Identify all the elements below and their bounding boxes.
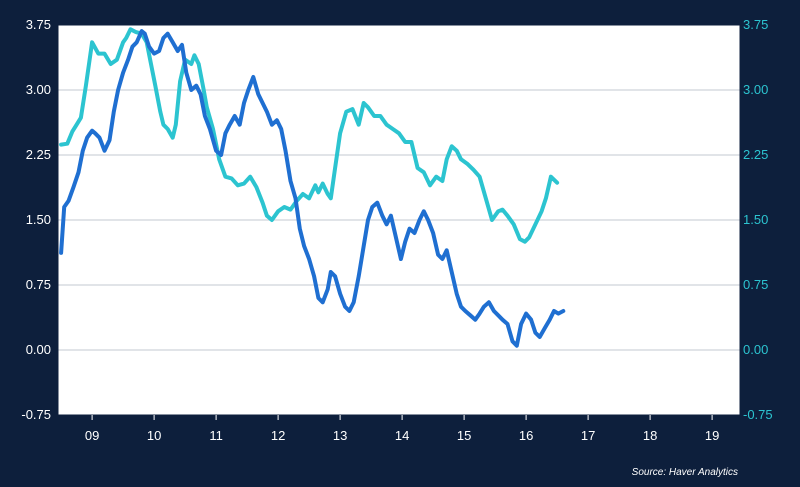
y-tick-label-left-0: -0.75	[21, 407, 51, 422]
gridlines	[58, 89, 740, 351]
series-lines	[59, 27, 566, 348]
y-tick-label-right-4: 2.25	[743, 147, 768, 162]
y-tick-label-left-1: 0.00	[26, 342, 51, 357]
y-tick-label-right-6: 3.75	[743, 17, 768, 32]
plot-frame	[57, 24, 741, 416]
x-tick-label-2: 11	[209, 428, 223, 443]
y-tick-label-left-3: 1.50	[26, 212, 51, 227]
y-tick-label-left-6: 3.75	[26, 17, 51, 32]
x-tick-label-0: 09	[85, 428, 99, 443]
x-axis-ticks: 09 10 11 12 13 14 15 16 17 18 19	[85, 415, 719, 443]
y-tick-label-right-2: 0.75	[743, 277, 768, 292]
y-tick-label-right-1: 0.00	[743, 342, 768, 357]
y-tick-label-right-0: -0.75	[743, 407, 773, 422]
x-tick-label-4: 13	[333, 428, 347, 443]
series-line-0	[59, 27, 560, 244]
y-tick-label-left-2: 0.75	[26, 277, 51, 292]
y-tick-label-right-5: 3.00	[743, 82, 768, 97]
x-tick-label-7: 16	[519, 428, 533, 443]
source-note: Source: Haver Analytics	[632, 467, 738, 478]
right-y-axis-ticks: -0.75 0.00 0.75 1.50 2.25 3.00 3.75	[743, 17, 773, 422]
x-tick-label-8: 17	[581, 428, 595, 443]
y-tick-label-right-3: 1.50	[743, 212, 768, 227]
y-tick-label-left-4: 2.25	[26, 147, 51, 162]
y-tick-label-left-5: 3.00	[26, 82, 51, 97]
left-y-axis-ticks: -0.75 0.00 0.75 1.50 2.25 3.00 3.75	[21, 17, 51, 422]
x-tick-label-5: 14	[395, 428, 409, 443]
x-tick-label-6: 15	[457, 428, 471, 443]
x-tick-label-9: 18	[643, 428, 657, 443]
series-line-1	[59, 29, 566, 348]
x-tick-label-10: 19	[705, 428, 719, 443]
x-tick-label-3: 12	[271, 428, 285, 443]
x-tick-label-1: 10	[147, 428, 161, 443]
